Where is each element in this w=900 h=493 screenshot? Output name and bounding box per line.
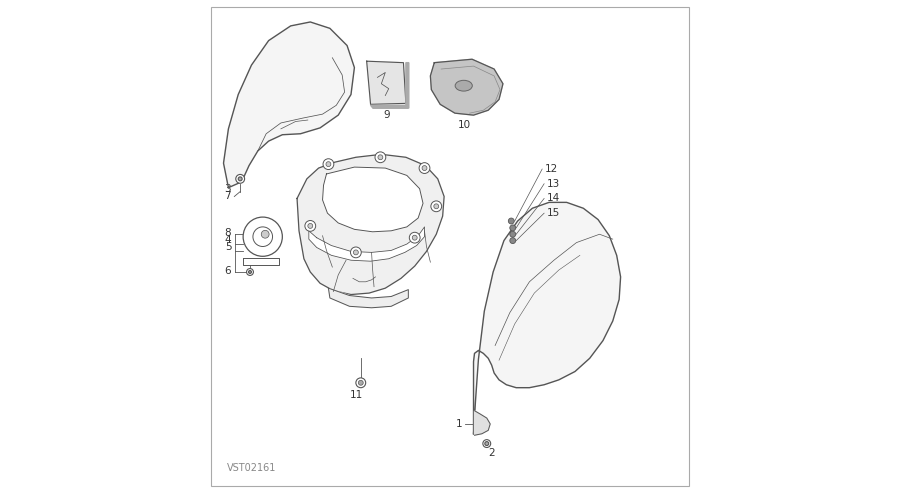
- Circle shape: [419, 163, 430, 174]
- Circle shape: [308, 223, 312, 228]
- Text: 2: 2: [488, 449, 495, 458]
- Polygon shape: [430, 59, 503, 115]
- Circle shape: [431, 201, 442, 211]
- Text: 9: 9: [383, 110, 390, 120]
- Text: 11: 11: [350, 389, 364, 400]
- Text: 1: 1: [455, 419, 463, 429]
- Circle shape: [434, 204, 438, 209]
- Circle shape: [261, 230, 269, 238]
- Polygon shape: [223, 22, 355, 188]
- Circle shape: [248, 271, 251, 274]
- Circle shape: [354, 250, 358, 255]
- Text: 15: 15: [547, 208, 561, 218]
- Polygon shape: [328, 288, 409, 308]
- Circle shape: [375, 152, 386, 163]
- Polygon shape: [406, 63, 409, 108]
- Circle shape: [422, 166, 427, 171]
- Circle shape: [509, 225, 516, 231]
- Circle shape: [509, 231, 516, 237]
- Circle shape: [482, 440, 491, 448]
- Circle shape: [509, 238, 516, 244]
- Circle shape: [243, 217, 283, 256]
- Circle shape: [238, 177, 242, 181]
- Text: 5: 5: [225, 243, 231, 252]
- Polygon shape: [322, 167, 423, 232]
- Circle shape: [236, 175, 245, 183]
- Polygon shape: [309, 227, 425, 261]
- Text: 7: 7: [224, 190, 230, 201]
- Circle shape: [350, 247, 361, 258]
- Circle shape: [247, 269, 254, 276]
- Text: 4: 4: [225, 235, 231, 245]
- Ellipse shape: [455, 80, 472, 91]
- Text: 14: 14: [547, 193, 561, 204]
- Circle shape: [412, 235, 418, 240]
- Circle shape: [253, 227, 273, 246]
- Text: 6: 6: [225, 266, 231, 276]
- Circle shape: [356, 378, 365, 387]
- Circle shape: [326, 162, 331, 167]
- Polygon shape: [366, 61, 406, 105]
- Text: 3: 3: [224, 184, 230, 194]
- Text: VST02161: VST02161: [227, 463, 276, 473]
- Text: 12: 12: [545, 164, 558, 174]
- Polygon shape: [371, 106, 409, 108]
- Circle shape: [410, 232, 420, 243]
- Circle shape: [323, 159, 334, 170]
- Circle shape: [378, 155, 382, 160]
- Circle shape: [305, 220, 316, 231]
- Text: 8: 8: [225, 228, 231, 238]
- Polygon shape: [473, 203, 621, 434]
- Polygon shape: [297, 154, 444, 294]
- Circle shape: [485, 442, 489, 446]
- Circle shape: [508, 218, 514, 224]
- Text: 13: 13: [547, 179, 561, 189]
- Text: 10: 10: [458, 120, 472, 130]
- Polygon shape: [474, 411, 490, 435]
- Circle shape: [358, 380, 364, 385]
